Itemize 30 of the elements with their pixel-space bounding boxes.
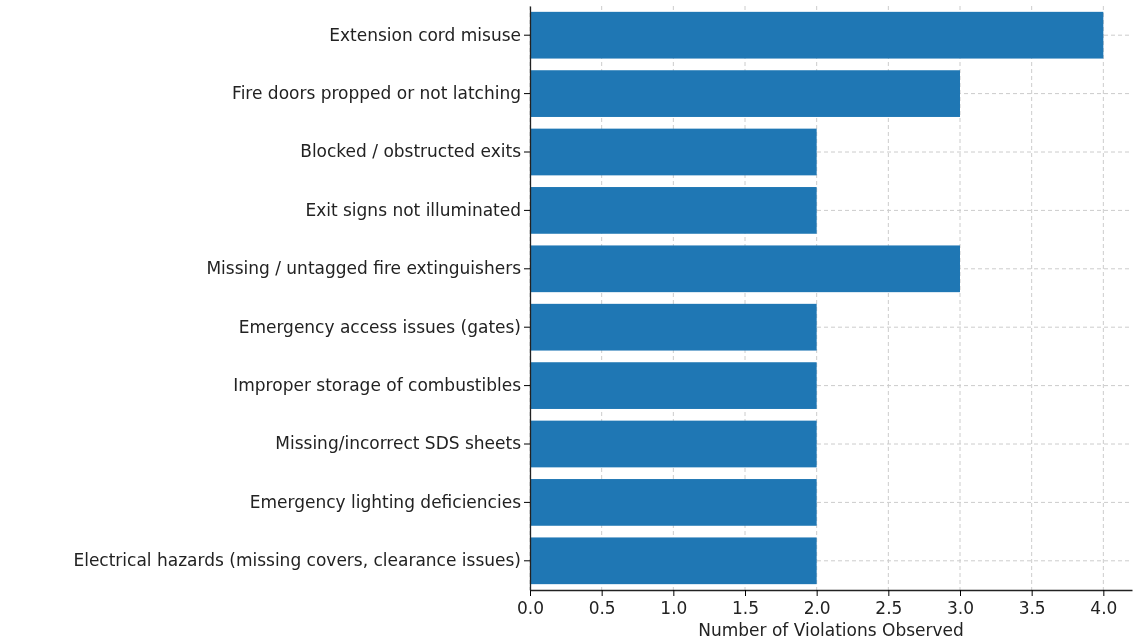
x-tick-label: 1.5 — [731, 598, 760, 619]
bar — [530, 537, 817, 585]
x-tick-label: 0.0 — [516, 598, 545, 619]
y-tick-label: Missing / untagged fire extinguishers — [206, 258, 522, 279]
x-tick-label: 2.0 — [803, 598, 831, 619]
x-tick-label: 2.5 — [875, 598, 903, 619]
x-tick-label: 0.5 — [588, 598, 616, 619]
y-tick-label: Missing/incorrect SDS sheets — [275, 433, 522, 454]
bar — [530, 70, 960, 117]
x-tick-label: 1.0 — [660, 598, 688, 619]
y-tick-label: Emergency access issues (gates) — [238, 316, 521, 337]
bar — [530, 362, 817, 409]
bar — [530, 303, 817, 351]
x-axis-title: Number of Violations Observed — [698, 620, 964, 639]
x-tick-label: 3.0 — [946, 598, 975, 619]
y-tick-label: Improper storage of combustibles — [233, 375, 522, 396]
y-tick-label: Emergency lighting deficiencies — [249, 491, 522, 512]
bar — [530, 420, 817, 468]
y-tick-label: Extension cord misuse — [329, 24, 521, 45]
y-tick-label: Fire doors propped or not latching — [232, 83, 521, 104]
x-tick-label: 4.0 — [1090, 598, 1118, 619]
y-tick-label: Electrical hazards (missing covers, clearance issues) — [73, 550, 521, 571]
x-tick-label: 3.5 — [1018, 598, 1046, 619]
bar — [530, 187, 817, 234]
y-tick-label: Exit signs not illuminated — [305, 199, 521, 220]
bar — [530, 479, 817, 526]
bar — [530, 128, 817, 176]
bar — [530, 11, 1104, 59]
bar — [530, 245, 960, 293]
y-tick-label: Blocked / obstructed exits — [300, 141, 522, 162]
